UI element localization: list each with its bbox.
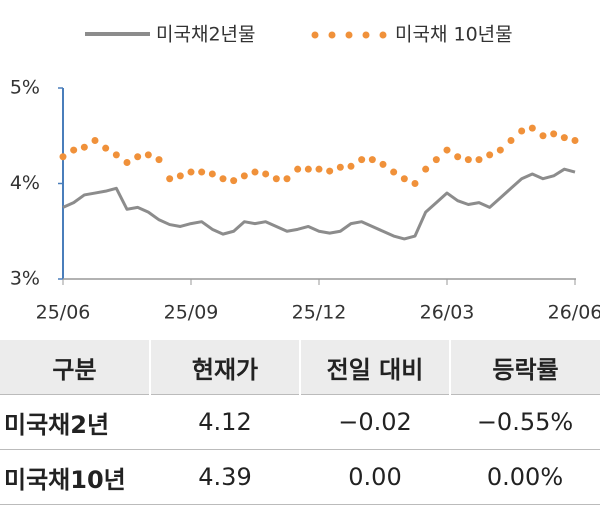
legend-label: 미국채2년물: [156, 24, 256, 46]
data-dot: [347, 162, 355, 170]
data-dot: [80, 143, 88, 151]
table-header: 구분 현재가 전일 대비 등락률: [0, 340, 600, 395]
data-dot: [112, 151, 120, 159]
x-tick-label: 25/09: [164, 302, 219, 324]
data-dot: [102, 144, 110, 152]
data-dot: [539, 132, 547, 140]
header-cell: 현재가: [149, 340, 300, 395]
x-tick-label: 25/06: [36, 302, 91, 324]
data-dot: [70, 146, 78, 154]
y-tick-label: 4%: [10, 172, 40, 194]
data-dot: [326, 167, 334, 175]
quote-table: 구분 현재가 전일 대비 등락률 미국채2년 4.12 −0.02 −0.55%…: [0, 340, 600, 505]
data-dot: [198, 168, 206, 176]
data-dot: [336, 163, 344, 171]
cell: 4.39: [150, 449, 300, 505]
data-dot: [379, 160, 387, 168]
cell: 0.00: [300, 449, 450, 505]
data-dot: [368, 156, 376, 164]
cell: 4.12: [150, 394, 300, 450]
data-dot: [390, 168, 398, 176]
data-dot: [240, 172, 248, 180]
data-dot: [422, 165, 430, 173]
table-row: 미국채2년 4.12 −0.02 −0.55%: [0, 394, 600, 450]
data-dot: [486, 151, 494, 159]
data-dot: [358, 156, 366, 164]
data-dot: [294, 165, 302, 173]
data-dot: [528, 124, 536, 132]
data-dot: [475, 156, 483, 164]
x-tick-label: 25/12: [292, 302, 347, 324]
y-tick-label: 5%: [10, 77, 40, 99]
data-dot: [432, 156, 440, 164]
header-cell: 구분: [0, 340, 150, 395]
data-dot: [550, 130, 558, 138]
data-dot: [283, 175, 291, 183]
row-label: 미국채10년: [0, 449, 150, 505]
data-dot: [560, 134, 568, 142]
data-dot: [187, 168, 195, 176]
header-cell: 전일 대비: [299, 340, 450, 395]
table-row: 미국채10년 4.39 0.00 0.00%: [0, 449, 600, 505]
data-dot: [454, 153, 462, 161]
data-dot: [251, 168, 259, 176]
data-dot: [400, 175, 408, 183]
legend-dots-icon: [311, 31, 387, 39]
header-cell: 등락률: [449, 340, 600, 395]
data-dot: [155, 156, 163, 164]
data-dot: [443, 146, 451, 154]
cell: −0.02: [300, 394, 450, 450]
data-dot: [134, 153, 142, 161]
chart: 미국채2년물 미국채 10년물 3% 4% 5% 25/06 25/09 25/12 26/…: [10, 24, 600, 324]
cell: −0.55%: [450, 394, 600, 450]
data-dot: [166, 175, 174, 183]
data-dot: [144, 151, 152, 159]
data-dot: [176, 172, 184, 180]
data-dot: [496, 146, 504, 154]
x-tick-label: 26/06: [548, 302, 600, 324]
data-dot: [208, 170, 216, 178]
data-dot: [272, 175, 280, 183]
data-dot: [219, 175, 227, 183]
data-dot: [518, 127, 526, 135]
data-dot: [315, 165, 323, 173]
cell: 0.00%: [450, 449, 600, 505]
data-dot: [59, 153, 67, 161]
y-tick-label: 3%: [10, 268, 40, 290]
data-dot: [507, 137, 515, 145]
data-dot: [230, 177, 238, 185]
data-dot: [571, 137, 579, 145]
data-dot: [411, 180, 419, 187]
x-tick-label: 26/03: [420, 302, 475, 324]
data-dot: [464, 156, 472, 164]
row-label: 미국채2년: [0, 394, 150, 450]
data-dot: [123, 158, 131, 166]
legend-label: 미국채 10년물: [395, 24, 513, 46]
data-dot: [91, 137, 99, 145]
data-dot: [262, 170, 270, 178]
data-dot: [304, 165, 312, 173]
data-line: [62, 167, 576, 241]
